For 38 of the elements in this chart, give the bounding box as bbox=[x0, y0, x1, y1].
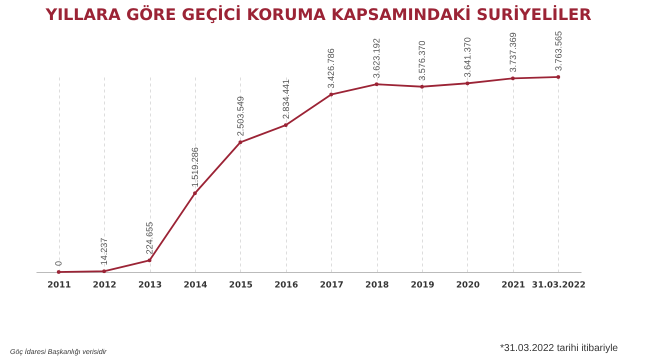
data-label: 3.641.370 bbox=[462, 37, 472, 78]
chart-title: YILLARA GÖRE GEÇİCİ KORUMA KAPSAMINDAKİ SURİYELİLER bbox=[44, 4, 592, 24]
data-label: 1.519.286 bbox=[190, 147, 200, 188]
text: *31.03.2022 tarihi itibariyle bbox=[500, 343, 618, 354]
point bbox=[193, 191, 197, 196]
data-label: 2.834.441 bbox=[280, 79, 291, 120]
data-label: 2.503.549 bbox=[235, 96, 246, 136]
data-label: 3.426.786 bbox=[326, 48, 336, 88]
x-tick-label: 2016 bbox=[274, 280, 298, 290]
x-tick-label: 31.03.2022 bbox=[532, 280, 586, 290]
data-label: 224.655 bbox=[144, 222, 155, 254]
point bbox=[148, 258, 152, 262]
point bbox=[56, 270, 61, 274]
x-tick-label: 2012 bbox=[92, 280, 117, 290]
data-label: 3.623.192 bbox=[372, 38, 382, 78]
point bbox=[374, 82, 378, 86]
x-tick-label: 2017 bbox=[320, 280, 344, 290]
point bbox=[284, 123, 288, 128]
point bbox=[329, 92, 334, 96]
x-tick-label: 2013 bbox=[138, 280, 162, 290]
x-tick-label: 2019 bbox=[410, 280, 434, 290]
point bbox=[102, 269, 106, 274]
x-tick-label: 2014 bbox=[184, 280, 208, 290]
point bbox=[511, 76, 515, 80]
data-label: 3.576.370 bbox=[417, 40, 428, 81]
data-label: 3.737.369 bbox=[508, 32, 518, 72]
x-tick-label: 2011 bbox=[47, 280, 72, 290]
data-label: 0 bbox=[54, 260, 64, 266]
x-tick-label: 2021 bbox=[502, 280, 526, 290]
data-label: 14.237 bbox=[99, 238, 110, 266]
x-tick-label: 2015 bbox=[229, 280, 253, 290]
point bbox=[466, 81, 470, 86]
x-tick-label: 2020 bbox=[456, 280, 480, 290]
x-tick-label: 2018 bbox=[365, 280, 390, 290]
point bbox=[420, 84, 424, 89]
point bbox=[238, 140, 242, 144]
point bbox=[556, 75, 560, 79]
data-label: 3.763.565 bbox=[553, 30, 564, 71]
